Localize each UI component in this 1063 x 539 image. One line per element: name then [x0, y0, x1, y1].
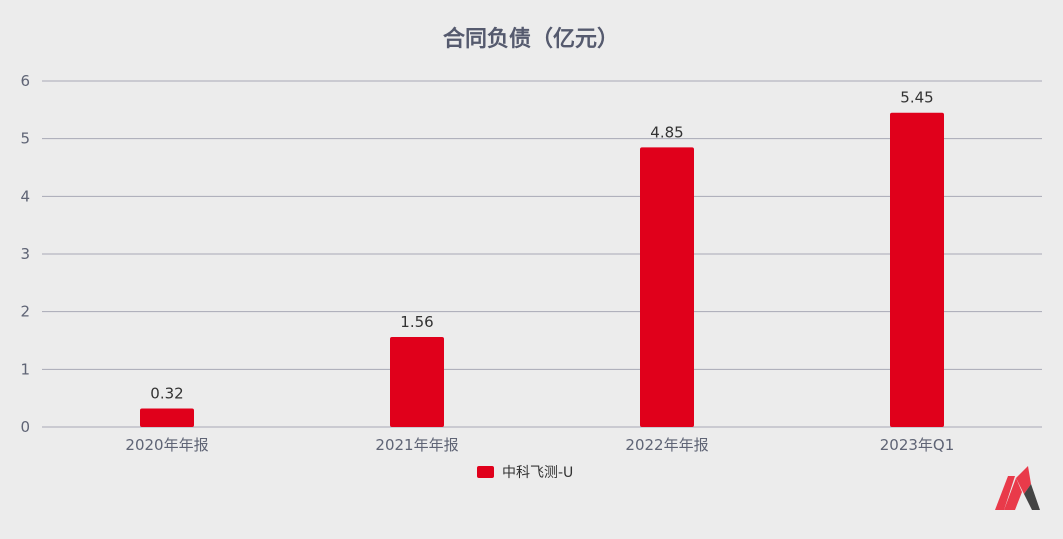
- x-tick-label: 2022年年报: [625, 436, 708, 454]
- y-tick-label: 6: [20, 72, 30, 90]
- bar: [140, 408, 194, 427]
- y-tick-label: 2: [20, 303, 30, 321]
- data-label: 4.85: [650, 123, 683, 141]
- legend-swatch: [477, 466, 494, 478]
- brand-logo-icon: [995, 466, 1040, 510]
- x-axis-ticks: 2020年年报 2021年年报 2022年年报 2023年Q1: [125, 436, 954, 454]
- data-labels: 0.32 1.56 4.85 5.45: [150, 89, 933, 403]
- data-label: 1.56: [400, 313, 433, 331]
- data-label: 5.45: [900, 89, 933, 107]
- y-tick-label: 3: [20, 245, 30, 263]
- bar: [390, 337, 444, 427]
- grid-lines: [42, 80, 1042, 428]
- y-tick-label: 4: [20, 187, 30, 205]
- bars: [140, 112, 944, 428]
- bar: [640, 147, 694, 428]
- chart-title: 合同负债（亿元）: [443, 26, 619, 52]
- bar: [890, 112, 944, 427]
- y-tick-label: 0: [20, 418, 30, 436]
- x-tick-label: 2020年年报: [125, 436, 208, 454]
- data-label: 0.32: [150, 385, 183, 403]
- legend: 中科飞测-U: [477, 465, 573, 481]
- x-tick-label: 2021年年报: [375, 436, 458, 454]
- y-axis-ticks: 0 1 2 3 4 5 6: [20, 72, 30, 436]
- y-tick-label: 1: [20, 360, 30, 378]
- y-tick-label: 5: [20, 130, 30, 148]
- x-tick-label: 2023年Q1: [880, 436, 955, 454]
- legend-label: 中科飞测-U: [502, 465, 573, 481]
